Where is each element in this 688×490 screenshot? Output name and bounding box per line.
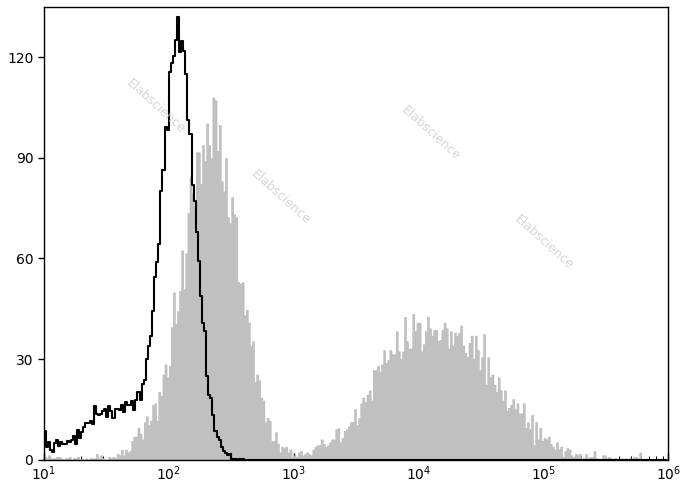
- Text: Elabscience: Elabscience: [249, 168, 313, 227]
- Text: Elabscience: Elabscience: [511, 213, 575, 272]
- Text: Elabscience: Elabscience: [125, 77, 188, 136]
- Text: Elabscience: Elabscience: [399, 104, 463, 163]
